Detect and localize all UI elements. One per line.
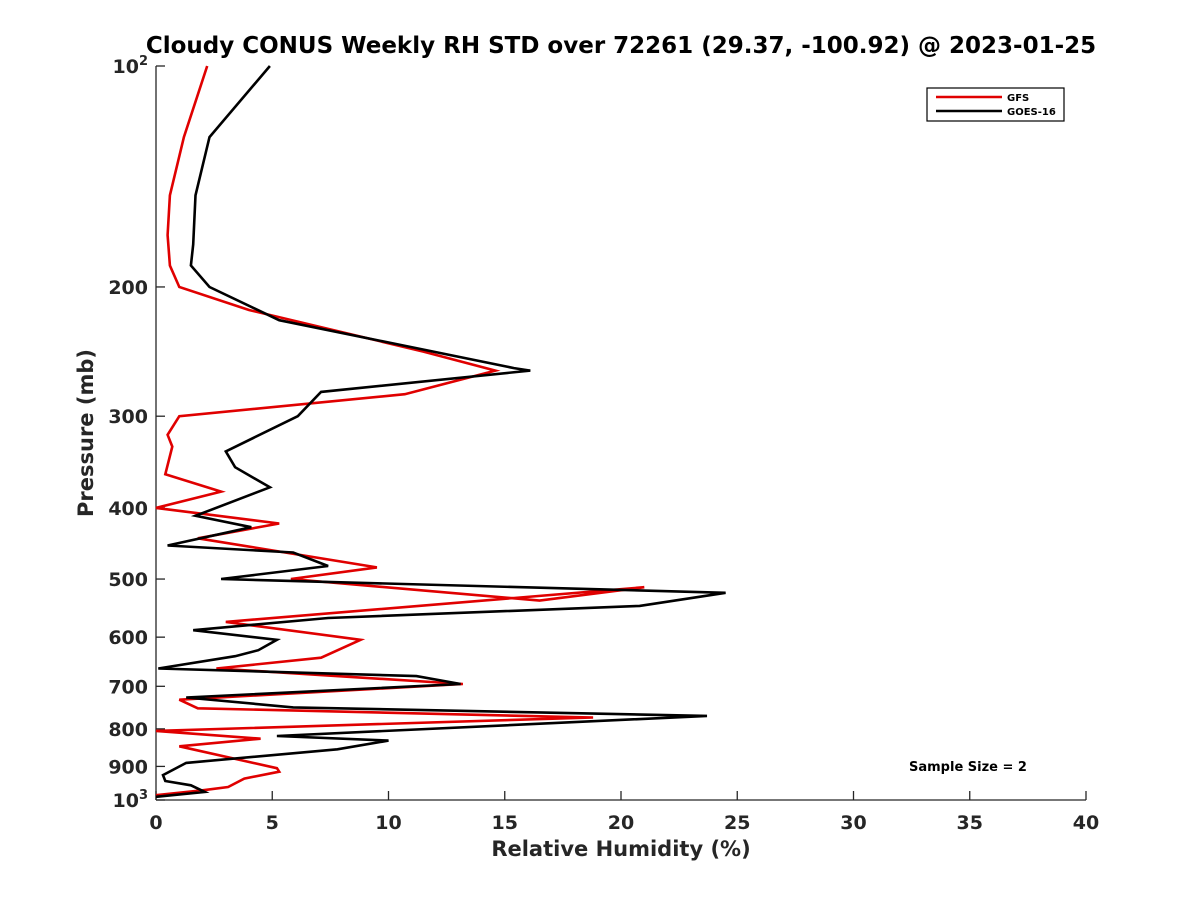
y-tick-label-base: 700	[108, 676, 148, 698]
x-axis-title: Relative Humidity (%)	[491, 837, 750, 861]
x-tick-label: 25	[724, 812, 750, 834]
y-tick-label: 800	[108, 719, 148, 741]
y-tick-label-base: 10	[113, 56, 139, 78]
sample-size-annotation: Sample Size = 2	[909, 760, 1027, 775]
y-tick-label-exponent: 2	[139, 54, 148, 69]
x-tick-label: 40	[1073, 812, 1099, 834]
y-tick-label: 500	[108, 569, 148, 591]
y-tick-label: 102	[113, 54, 149, 78]
y-tick-label: 700	[108, 676, 148, 698]
y-tick-label-base: 600	[108, 627, 148, 649]
x-tick-label: 10	[375, 812, 401, 834]
y-tick-label: 600	[108, 627, 148, 649]
y-tick-label-base: 300	[108, 406, 148, 428]
x-tick-label: 0	[149, 812, 162, 834]
y-tick-label-exponent: 3	[139, 788, 148, 803]
y-axis-title: Pressure (mb)	[74, 349, 98, 517]
y-tick-label-base: 800	[108, 719, 148, 741]
chart-title: Cloudy CONUS Weekly RH STD over 72261 (2…	[146, 33, 1096, 59]
legend-label-goes16: GOES-16	[1007, 107, 1056, 118]
y-tick-label-base: 10	[113, 790, 139, 812]
y-tick-label: 900	[108, 756, 148, 778]
x-tick-label: 20	[608, 812, 634, 834]
legend-label-gfs: GFS	[1007, 93, 1029, 104]
y-tick-label-base: 900	[108, 756, 148, 778]
y-tick-label: 300	[108, 406, 148, 428]
series-layer	[155, 65, 726, 799]
x-tick-label: 15	[492, 812, 518, 834]
y-tick-label: 103	[113, 788, 149, 812]
x-axis-ticks: 0 5 10 15 20 25 30 35 40	[149, 791, 1099, 834]
series-line-goes16	[155, 65, 726, 799]
y-tick-label-base: 500	[108, 569, 148, 591]
y-tick-label: 200	[108, 277, 148, 299]
legend: GFS GOES-16	[926, 87, 1065, 122]
x-tick-label: 5	[266, 812, 279, 834]
y-tick-label-base: 400	[108, 498, 148, 520]
y-tick-label-base: 200	[108, 277, 148, 299]
legend-box	[926, 87, 1065, 122]
x-tick-label: 30	[840, 812, 866, 834]
series-line-gfs	[155, 65, 645, 797]
y-tick-label: 400	[108, 498, 148, 520]
x-tick-label: 35	[957, 812, 983, 834]
